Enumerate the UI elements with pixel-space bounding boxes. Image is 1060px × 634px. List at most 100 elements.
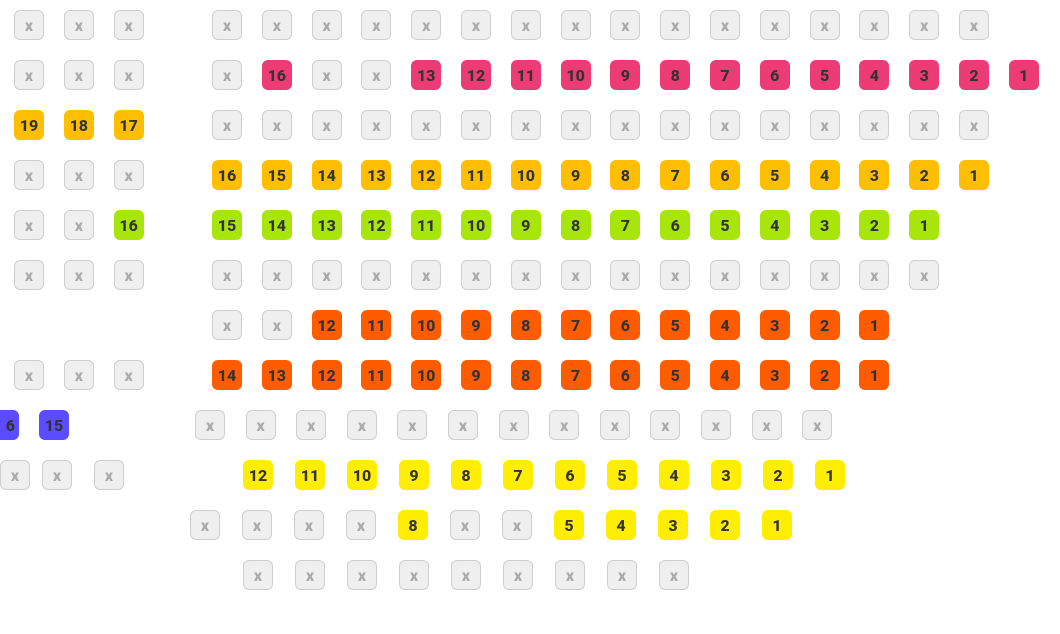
seat-yellow-2[interactable]: 2 [710, 510, 740, 540]
seat-orange-2[interactable]: 2 [810, 360, 840, 390]
seat-pink-5[interactable]: 5 [810, 60, 840, 90]
seat-amber-16[interactable]: 16 [212, 160, 242, 190]
seat-lime-3[interactable]: 3 [810, 210, 840, 240]
seat-amber-3[interactable]: 3 [859, 160, 889, 190]
seat-amber-2[interactable]: 2 [909, 160, 939, 190]
seat-yellow-4[interactable]: 4 [659, 460, 689, 490]
seat-yellow-9[interactable]: 9 [399, 460, 429, 490]
seat-amber-14[interactable]: 14 [312, 160, 342, 190]
seat-pink-7[interactable]: 7 [710, 60, 740, 90]
seat-yellow-12[interactable]: 12 [243, 460, 273, 490]
seat-lime-15[interactable]: 15 [212, 210, 242, 240]
seat-orange-9[interactable]: 9 [461, 310, 491, 340]
seat-orange-10[interactable]: 10 [411, 310, 441, 340]
seat-pink-8[interactable]: 8 [660, 60, 690, 90]
seat-orange-11[interactable]: 11 [361, 360, 391, 390]
seat-yellow-5[interactable]: 5 [607, 460, 637, 490]
seat-yellow-10[interactable]: 10 [347, 460, 377, 490]
seat-lime-16[interactable]: 16 [114, 210, 144, 240]
seat-amber-1[interactable]: 1 [959, 160, 989, 190]
seat-pink-4[interactable]: 4 [859, 60, 889, 90]
seat-orange-7[interactable]: 7 [561, 360, 591, 390]
seat-yellow-5[interactable]: 5 [554, 510, 584, 540]
seat-yellow-2[interactable]: 2 [763, 460, 793, 490]
seat-pink-3[interactable]: 3 [909, 60, 939, 90]
seat-lime-5[interactable]: 5 [710, 210, 740, 240]
seat-orange-12[interactable]: 12 [312, 310, 342, 340]
seat-label: 10 [417, 366, 435, 385]
seat-pink-13[interactable]: 13 [411, 60, 441, 90]
seat-amber-19[interactable]: 19 [14, 110, 44, 140]
seat-unavailable: x [242, 510, 272, 540]
seat-pink-12[interactable]: 12 [461, 60, 491, 90]
seat-orange-2[interactable]: 2 [810, 310, 840, 340]
seat-pink-1[interactable]: 1 [1009, 60, 1039, 90]
seat-orange-6[interactable]: 6 [610, 310, 640, 340]
seat-yellow-8[interactable]: 8 [398, 510, 428, 540]
seat-orange-1[interactable]: 1 [859, 310, 889, 340]
seat-pink-16[interactable]: 16 [262, 60, 292, 90]
seat-lime-11[interactable]: 11 [411, 210, 441, 240]
seat-yellow-8[interactable]: 8 [451, 460, 481, 490]
seat-lime-12[interactable]: 12 [361, 210, 391, 240]
seat-orange-5[interactable]: 5 [660, 310, 690, 340]
seat-amber-10[interactable]: 10 [511, 160, 541, 190]
seat-lime-9[interactable]: 9 [511, 210, 541, 240]
seat-lime-4[interactable]: 4 [760, 210, 790, 240]
seat-amber-7[interactable]: 7 [660, 160, 690, 190]
seat-orange-7[interactable]: 7 [561, 310, 591, 340]
seat-lime-10[interactable]: 10 [461, 210, 491, 240]
seat-pink-6[interactable]: 6 [760, 60, 790, 90]
seat-lime-14[interactable]: 14 [262, 210, 292, 240]
seat-amber-5[interactable]: 5 [760, 160, 790, 190]
seat-amber-6[interactable]: 6 [710, 160, 740, 190]
seat-orange-3[interactable]: 3 [760, 360, 790, 390]
seat-amber-17[interactable]: 17 [114, 110, 144, 140]
seat-amber-8[interactable]: 8 [610, 160, 640, 190]
seat-amber-4[interactable]: 4 [810, 160, 840, 190]
seat-yellow-6[interactable]: 6 [555, 460, 585, 490]
seat-pink-10[interactable]: 10 [561, 60, 591, 90]
seat-yellow-3[interactable]: 3 [658, 510, 688, 540]
seat-purple-15[interactable]: 15 [39, 410, 69, 440]
seat-unavailable: x [760, 260, 790, 290]
seat-lime-6[interactable]: 6 [660, 210, 690, 240]
seat-label: 12 [249, 466, 267, 485]
seat-yellow-7[interactable]: 7 [503, 460, 533, 490]
seat-orange-8[interactable]: 8 [511, 360, 541, 390]
seat-orange-8[interactable]: 8 [511, 310, 541, 340]
seat-amber-11[interactable]: 11 [461, 160, 491, 190]
seat-yellow-1[interactable]: 1 [815, 460, 845, 490]
seat-orange-3[interactable]: 3 [760, 310, 790, 340]
seat-unavailable: x [610, 260, 640, 290]
seat-amber-13[interactable]: 13 [361, 160, 391, 190]
seat-pink-9[interactable]: 9 [610, 60, 640, 90]
seat-amber-9[interactable]: 9 [561, 160, 591, 190]
seat-yellow-1[interactable]: 1 [762, 510, 792, 540]
seat-lime-7[interactable]: 7 [610, 210, 640, 240]
seat-orange-9[interactable]: 9 [461, 360, 491, 390]
seat-orange-10[interactable]: 10 [411, 360, 441, 390]
seat-amber-18[interactable]: 18 [64, 110, 94, 140]
seat-pink-2[interactable]: 2 [959, 60, 989, 90]
seat-orange-4[interactable]: 4 [710, 360, 740, 390]
seat-lime-8[interactable]: 8 [561, 210, 591, 240]
seat-lime-1[interactable]: 1 [909, 210, 939, 240]
seat-yellow-11[interactable]: 11 [295, 460, 325, 490]
seat-orange-14[interactable]: 14 [212, 360, 242, 390]
seat-orange-4[interactable]: 4 [710, 310, 740, 340]
seat-amber-15[interactable]: 15 [262, 160, 292, 190]
seat-orange-13[interactable]: 13 [262, 360, 292, 390]
seat-yellow-4[interactable]: 4 [606, 510, 636, 540]
seat-yellow-3[interactable]: 3 [711, 460, 741, 490]
seat-pink-11[interactable]: 11 [511, 60, 541, 90]
seat-orange-11[interactable]: 11 [361, 310, 391, 340]
seat-lime-13[interactable]: 13 [312, 210, 342, 240]
seat-lime-2[interactable]: 2 [859, 210, 889, 240]
seat-orange-5[interactable]: 5 [660, 360, 690, 390]
seat-purple-6[interactable]: 6 [0, 410, 19, 440]
seat-orange-6[interactable]: 6 [610, 360, 640, 390]
seat-amber-12[interactable]: 12 [411, 160, 441, 190]
seat-orange-1[interactable]: 1 [859, 360, 889, 390]
seat-orange-12[interactable]: 12 [312, 360, 342, 390]
